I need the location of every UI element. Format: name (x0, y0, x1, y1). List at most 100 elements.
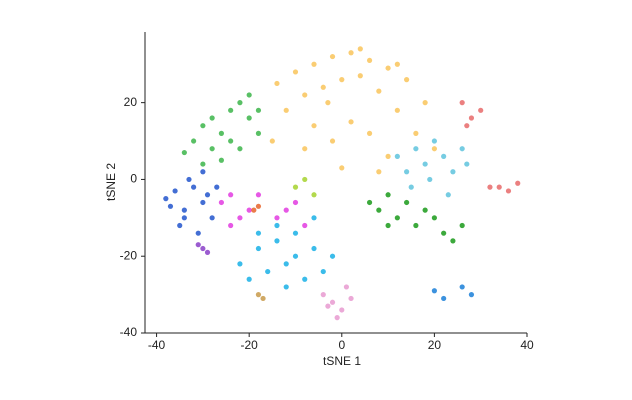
point (292, 184, 299, 190)
point (237, 146, 243, 152)
point (343, 284, 350, 290)
point (302, 276, 308, 282)
point (228, 138, 234, 144)
point (422, 161, 428, 167)
point (246, 92, 252, 98)
point (357, 73, 363, 79)
point (348, 119, 354, 125)
y-tick-label: -20 (120, 248, 138, 262)
point (237, 215, 243, 221)
point (468, 292, 475, 298)
point (385, 192, 391, 198)
point (357, 46, 363, 52)
point (265, 268, 271, 275)
point (348, 50, 354, 56)
point (269, 138, 275, 144)
point (255, 107, 262, 113)
x-axis-label: tSNE 1 (323, 354, 361, 368)
point (334, 315, 340, 321)
point (311, 61, 317, 67)
point (255, 245, 262, 252)
point (302, 146, 308, 152)
point (320, 268, 326, 275)
point (478, 107, 484, 113)
point (431, 146, 437, 152)
point (255, 130, 262, 136)
point (413, 130, 419, 136)
point (339, 77, 345, 83)
point (464, 161, 470, 167)
point (167, 203, 174, 209)
point (459, 222, 465, 229)
point (228, 222, 234, 229)
point (422, 100, 428, 106)
point (163, 196, 169, 202)
point (191, 184, 197, 190)
point (385, 222, 391, 229)
point (445, 192, 451, 198)
point (181, 215, 187, 221)
point (408, 184, 414, 190)
point (431, 288, 437, 294)
point (246, 207, 252, 213)
point (376, 169, 382, 175)
x-tick-label: -20 (241, 338, 259, 352)
point (195, 230, 201, 236)
point (209, 215, 215, 221)
point (246, 276, 252, 282)
x-tick-label: 40 (520, 338, 534, 352)
point (441, 153, 447, 159)
point (339, 165, 345, 171)
point (209, 115, 215, 121)
point (274, 80, 280, 87)
point (385, 153, 391, 159)
point (237, 100, 243, 106)
point (292, 253, 299, 259)
point (255, 203, 262, 209)
point (376, 88, 382, 94)
point (404, 77, 410, 83)
point (283, 107, 289, 113)
point (505, 188, 512, 194)
point (404, 169, 410, 175)
point (320, 292, 326, 298)
point (422, 207, 428, 213)
point (177, 222, 183, 229)
point (283, 261, 289, 267)
point (274, 238, 280, 244)
point (413, 222, 419, 229)
point (394, 153, 400, 159)
point (464, 123, 470, 129)
point (200, 169, 206, 175)
point (450, 238, 456, 244)
point (339, 307, 345, 313)
point (459, 100, 465, 106)
point (260, 295, 266, 302)
point (394, 107, 400, 113)
point (274, 215, 280, 221)
point (200, 123, 206, 129)
point (218, 157, 224, 163)
point (311, 215, 317, 221)
point (459, 284, 465, 290)
point (302, 222, 308, 229)
point (487, 184, 493, 190)
point (366, 199, 373, 206)
point (311, 245, 317, 252)
point (427, 176, 433, 183)
point (431, 138, 437, 144)
point (218, 130, 224, 136)
point (431, 215, 437, 221)
point (496, 184, 502, 190)
y-tick-label: 0 (130, 172, 137, 186)
point (191, 138, 197, 144)
point (181, 149, 187, 156)
point (255, 292, 262, 298)
point (394, 215, 400, 221)
point (385, 65, 391, 71)
y-tick-label: 20 (124, 95, 138, 109)
point (228, 107, 234, 113)
point (195, 242, 201, 248)
point (329, 138, 336, 144)
